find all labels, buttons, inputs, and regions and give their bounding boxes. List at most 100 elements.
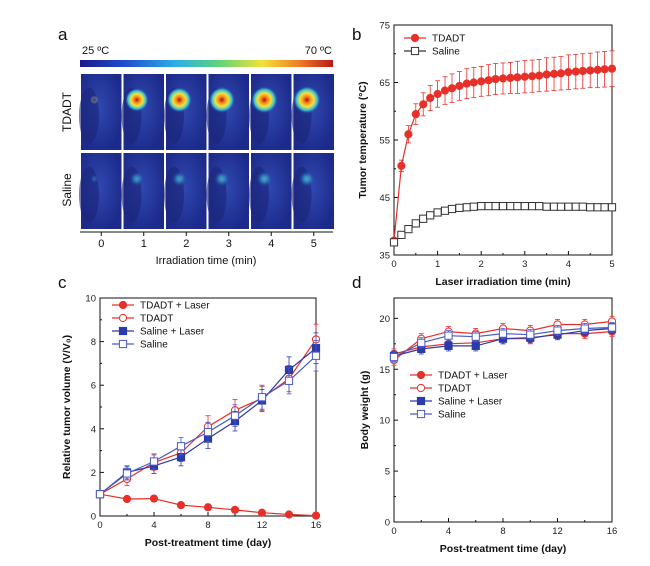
data-point: [556, 69, 566, 78]
data-point: [491, 74, 500, 84]
data-point: [578, 66, 587, 76]
data-point: [230, 411, 240, 420]
data-point: [542, 70, 551, 79]
data-point: [447, 204, 457, 214]
legend-label: Saline: [438, 410, 466, 421]
x-tick-label: 4: [446, 526, 451, 537]
data-point: [571, 67, 580, 76]
data-point: [586, 66, 595, 75]
data-point: [469, 202, 478, 211]
y-tick-label: 10: [85, 294, 96, 305]
hotspot: [208, 86, 236, 114]
data-point: [593, 65, 602, 74]
data-point: [419, 100, 428, 109]
data-point: [176, 501, 186, 510]
data-point: [607, 323, 617, 332]
legend-marker: [410, 46, 420, 56]
y-tick-label: 4: [91, 424, 96, 435]
scale-min-label: 25 ºC: [82, 45, 109, 57]
x-tick-label: 12: [552, 526, 563, 537]
legend-marker: [416, 383, 426, 393]
x-tick-label: 0: [97, 520, 102, 531]
data-point: [389, 352, 399, 362]
data-point: [404, 130, 413, 139]
y-tick-label: 45: [379, 193, 390, 204]
hotspot: [124, 87, 149, 112]
hotspot: [171, 171, 188, 187]
x-axis-label: Laser irradiation time (min): [435, 276, 570, 288]
data-point: [549, 69, 559, 78]
data-point: [506, 73, 515, 83]
irradiation-tick-label: 1: [141, 238, 147, 250]
data-point: [149, 457, 159, 466]
y-tick-label: 0: [91, 512, 96, 523]
data-point: [469, 78, 478, 87]
y-tick-label: 10: [379, 416, 390, 427]
irradiation-tick-label: 0: [98, 238, 104, 250]
data-point: [447, 84, 457, 93]
data-point: [556, 202, 566, 211]
x-tick-label: 5: [609, 259, 614, 270]
body-weight-chart: 0 4 8 12 16 0 5 10 15 20 Post-treatment time (day)…: [359, 297, 617, 555]
x-tick-label: 1: [435, 259, 440, 270]
y-axis-label: Relative tumor volume (V/V₀): [61, 335, 73, 479]
y-tick-label: 2: [91, 468, 96, 479]
legend-label: TDADT: [140, 314, 173, 325]
scale-max-label: 70 ºC: [305, 45, 332, 57]
hotspot: [250, 86, 279, 114]
data-point: [484, 76, 493, 85]
data-point: [526, 330, 535, 339]
data-point: [433, 89, 442, 99]
hotspot: [89, 174, 99, 184]
data-point: [122, 494, 132, 504]
legend-label: Saline: [140, 340, 168, 351]
row-label-tdadt: TDADT: [60, 91, 74, 132]
data-point: [498, 329, 508, 338]
y-tick-label: 15: [379, 365, 390, 376]
hotspot: [213, 170, 230, 187]
y-tick-label: 75: [379, 21, 390, 32]
legend-marker: [416, 409, 426, 419]
data-point: [528, 202, 537, 211]
x-tick-label: 4: [151, 520, 156, 531]
y-tick-label: 6: [91, 381, 96, 392]
legend-marker: [416, 370, 426, 380]
legend-marker: [416, 396, 426, 406]
data-point: [176, 442, 186, 451]
y-tick-label: 0: [385, 518, 390, 529]
legend-marker: [118, 326, 128, 336]
x-tick-label: 12: [257, 520, 268, 531]
data-point: [564, 68, 573, 77]
panel-label-d: d: [352, 273, 361, 292]
data-point: [389, 238, 399, 247]
legend-label: TDADT: [438, 384, 471, 395]
data-point: [578, 202, 587, 211]
data-point: [571, 202, 580, 211]
y-tick-label: 55: [379, 136, 390, 147]
data-point: [549, 202, 559, 211]
irradiation-tick-label: 3: [226, 238, 232, 250]
x-tick-label: 8: [205, 520, 210, 531]
data-point: [455, 203, 464, 212]
legend-marker: [410, 33, 420, 43]
hotspot: [292, 85, 321, 114]
data-point: [311, 511, 321, 520]
x-axis-label: Post-treatment time (day): [145, 537, 272, 549]
hotspot: [166, 87, 193, 113]
data-point: [471, 341, 480, 350]
data-point: [580, 324, 589, 333]
legend-marker: [118, 339, 128, 349]
x-tick-label: 16: [311, 520, 322, 531]
legend-marker: [118, 300, 128, 310]
irradiation-tick-label: 4: [268, 238, 274, 250]
data-point: [477, 202, 486, 211]
data-point: [462, 79, 471, 88]
data-point: [491, 202, 500, 211]
row-label-saline: Saline: [60, 173, 74, 207]
data-point: [600, 65, 609, 74]
data-point: [477, 77, 486, 86]
data-point: [593, 203, 602, 212]
data-point: [433, 208, 442, 217]
data-point: [257, 393, 267, 402]
data-point: [586, 203, 595, 212]
